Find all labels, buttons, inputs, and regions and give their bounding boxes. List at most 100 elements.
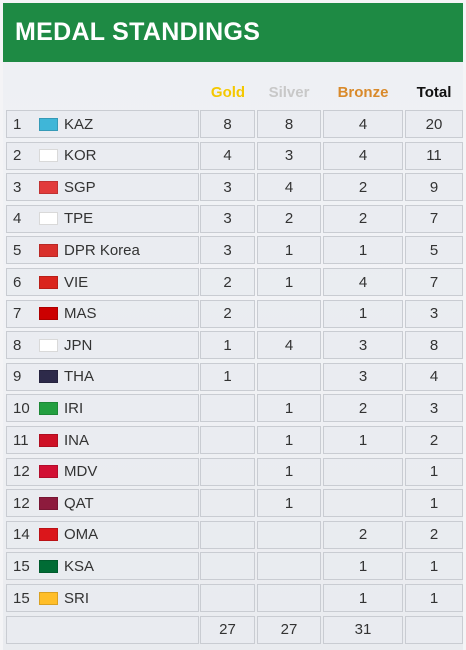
gold-count: 1 <box>200 331 255 360</box>
total-count: 1 <box>405 552 463 581</box>
total-count: 8 <box>405 331 463 360</box>
total-count: 2 <box>405 520 463 549</box>
thailand-flag-icon <box>39 370 58 384</box>
total-count: 1 <box>405 584 463 612</box>
rank-label: 9 <box>13 368 22 386</box>
bronze-count <box>323 457 403 486</box>
rank-label: 12 <box>13 463 30 481</box>
country-cell: 14 OMA <box>6 520 199 549</box>
iran-flag-icon <box>39 401 58 415</box>
table-row: 14 OMA 2 2 <box>6 520 463 549</box>
country-cell: 5 DPR Korea <box>6 236 199 265</box>
country-name: THA <box>64 368 94 386</box>
vietnam-flag-icon <box>39 275 58 289</box>
country-cell: 15 SRI <box>6 584 199 612</box>
gold-count: 1 <box>200 362 255 391</box>
country-cell: 2 KOR <box>6 141 199 170</box>
country-cell: 12 QAT <box>6 489 199 518</box>
total-column-header: Total <box>416 84 452 101</box>
dpr-korea-flag-icon <box>39 243 58 257</box>
silver-count <box>257 362 321 391</box>
total-count: 5 <box>405 236 463 265</box>
country-cell: 10 IRI <box>6 394 199 423</box>
country-name: DPR Korea <box>64 241 140 259</box>
country-name: KAZ <box>64 115 94 133</box>
singapore-flag-icon <box>39 180 58 194</box>
totals-row: 27 27 31 <box>6 615 463 644</box>
country-cell: 7 MAS <box>6 299 199 328</box>
silver-count: 4 <box>257 331 321 360</box>
silver-count <box>257 552 321 581</box>
country-name: VIE <box>64 273 89 291</box>
gold-count: 3 <box>200 236 255 265</box>
silver-count: 4 <box>257 173 321 202</box>
qatar-flag-icon <box>39 496 58 510</box>
gold-count: 4 <box>200 141 255 170</box>
rank-label: 7 <box>13 305 22 323</box>
bronze-count: 1 <box>323 552 403 581</box>
country-name: KOR <box>64 147 97 165</box>
table-row: 7 MAS 2 1 3 <box>6 299 463 328</box>
table-row: 9 THA 1 3 4 <box>6 362 463 391</box>
bronze-count: 4 <box>323 268 403 296</box>
silver-count: 1 <box>257 236 321 265</box>
silver-count <box>257 584 321 612</box>
bronze-total: 31 <box>323 615 403 644</box>
total-count: 7 <box>405 268 463 296</box>
silver-count: 1 <box>257 394 321 423</box>
bronze-count: 1 <box>323 236 403 265</box>
table-row: 1 KAZ 8 8 4 20 <box>6 110 463 138</box>
gold-count: 3 <box>200 173 255 202</box>
gold-count <box>200 394 255 423</box>
silver-count: 1 <box>257 489 321 518</box>
bronze-count: 2 <box>323 520 403 549</box>
country-name: IRI <box>64 399 84 417</box>
bronze-count: 2 <box>323 173 403 202</box>
gold-count: 2 <box>200 268 255 296</box>
total-count: 4 <box>405 362 463 391</box>
rank-label: 6 <box>13 273 22 291</box>
table-row: 11 INA 1 1 2 <box>6 426 463 454</box>
country-name: KSA <box>64 557 95 575</box>
saudi-arabia-flag-icon <box>39 559 58 573</box>
silver-count <box>257 520 321 549</box>
total-count: 9 <box>405 173 463 202</box>
table-row: 2 KOR 4 3 4 11 <box>6 141 463 170</box>
bronze-count: 3 <box>323 331 403 360</box>
gold-count <box>200 552 255 581</box>
silver-count <box>257 299 321 328</box>
silver-column-header: Silver <box>268 84 310 101</box>
sri-lanka-flag-icon <box>39 591 58 605</box>
gold-count <box>200 457 255 486</box>
silver-count: 8 <box>257 110 321 138</box>
rank-label: 11 <box>13 431 29 449</box>
table-row: 5 DPR Korea 3 1 1 5 <box>6 236 463 265</box>
kazakhstan-flag-icon <box>39 117 58 131</box>
bronze-count: 4 <box>323 110 403 138</box>
gold-count: 8 <box>200 110 255 138</box>
korea-flag-icon <box>39 149 58 163</box>
rank-label: 8 <box>13 336 22 354</box>
gold-count <box>200 520 255 549</box>
country-cell: 9 THA <box>6 362 199 391</box>
rank-label: 10 <box>13 399 30 417</box>
country-cell: 4 TPE <box>6 204 199 233</box>
silver-count: 1 <box>257 426 321 454</box>
total-count: 3 <box>405 299 463 328</box>
country-name: MAS <box>64 305 97 323</box>
malaysia-flag-icon <box>39 307 58 321</box>
page-title: MEDAL STANDINGS <box>15 18 261 46</box>
bronze-column-header: Bronze <box>337 84 389 101</box>
country-name: TPE <box>64 210 94 228</box>
total-count: 7 <box>405 204 463 233</box>
table-row: 8 JPN 1 4 3 8 <box>6 331 463 360</box>
rank-label: 2 <box>13 147 22 165</box>
rank-label: 4 <box>13 210 22 228</box>
country-cell: 6 VIE <box>6 268 199 296</box>
silver-count: 2 <box>257 204 321 233</box>
silver-count: 3 <box>257 141 321 170</box>
country-name: INA <box>64 431 90 449</box>
rank-label: 1 <box>13 115 22 133</box>
total-count: 20 <box>405 110 463 138</box>
table-row: 12 QAT 1 1 <box>6 489 463 518</box>
